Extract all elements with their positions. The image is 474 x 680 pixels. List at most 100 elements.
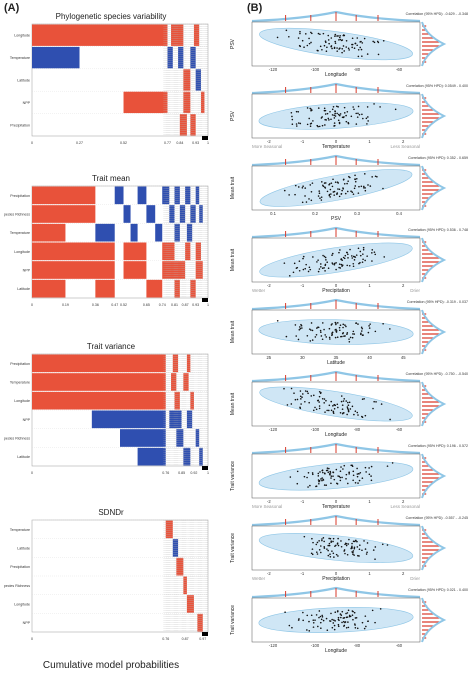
- y-axis-label: Trait variance: [230, 533, 236, 563]
- data-point: [356, 411, 359, 414]
- data-point: [310, 122, 313, 125]
- axis-tick: 0.74: [159, 303, 166, 307]
- data-point: [356, 467, 358, 470]
- data-point: [306, 107, 309, 109]
- data-point: [350, 255, 353, 257]
- data-point: [346, 264, 349, 267]
- data-point: [329, 110, 331, 113]
- data-point: [335, 553, 338, 556]
- panel-a-label: (A): [4, 2, 20, 14]
- data-point: [334, 110, 336, 112]
- data-point: [323, 547, 326, 549]
- data-point: [347, 122, 350, 125]
- data-point: [324, 334, 326, 336]
- data-point: [300, 398, 302, 400]
- data-point: [299, 32, 301, 35]
- data-point: [312, 120, 314, 122]
- data-point: [342, 400, 345, 402]
- heatmap-cell: [167, 46, 173, 69]
- data-point: [380, 403, 383, 405]
- data-point: [339, 613, 342, 615]
- data-point: [326, 469, 329, 472]
- data-point: [343, 106, 346, 109]
- data-point: [353, 108, 355, 111]
- data-point: [328, 336, 331, 339]
- axis-tick: 0: [335, 571, 338, 576]
- heatmap-cell: [197, 613, 203, 632]
- data-point: [297, 122, 300, 124]
- data-point: [351, 37, 354, 40]
- data-point: [315, 485, 317, 488]
- data-point: [295, 335, 298, 337]
- data-point: [299, 122, 302, 125]
- data-point: [334, 33, 337, 36]
- data-point: [361, 621, 364, 624]
- data-point: [348, 175, 350, 178]
- data-point: [309, 484, 311, 487]
- data-point: [334, 40, 337, 43]
- data-point: [331, 185, 334, 188]
- correlation-label: Correlation (95% HPD): 0.352 - 0.659: [408, 156, 468, 160]
- data-point: [368, 467, 370, 469]
- data-point: [359, 261, 361, 264]
- heatmap-cell: [162, 242, 175, 261]
- data-point: [310, 191, 313, 193]
- data-point: [301, 327, 303, 329]
- heatmap-cell: [176, 557, 184, 576]
- data-point: [283, 387, 285, 390]
- data-point: [342, 617, 345, 619]
- data-point: [341, 408, 344, 410]
- data-point: [291, 626, 293, 629]
- data-point: [342, 178, 345, 181]
- axis-tick: 0: [335, 283, 338, 288]
- data-point: [375, 401, 377, 403]
- heatmap-cell: [32, 261, 115, 279]
- hpd-ellipse: [258, 607, 414, 633]
- data-point: [336, 543, 339, 545]
- data-point: [335, 262, 337, 264]
- data-point: [374, 330, 377, 333]
- data-point: [340, 263, 343, 266]
- data-point: [379, 608, 382, 610]
- heatmap-cell: [32, 24, 168, 46]
- axis-tick: 1: [207, 303, 209, 307]
- data-point: [348, 473, 350, 475]
- data-point: [334, 620, 336, 622]
- data-point: [328, 542, 331, 545]
- data-point: [323, 328, 325, 331]
- data-point: [314, 406, 316, 409]
- data-point: [339, 479, 342, 482]
- data-point: [328, 119, 330, 121]
- data-point: [354, 256, 357, 258]
- data-point: [364, 466, 367, 469]
- data-point: [344, 552, 346, 555]
- data-point: [318, 268, 321, 270]
- data-point: [356, 44, 358, 47]
- data-point: [333, 628, 336, 631]
- data-point: [352, 610, 354, 613]
- data-point: [319, 197, 321, 199]
- axis-tick: 0: [335, 139, 338, 144]
- data-point: [361, 549, 363, 552]
- panel-b-label: (B): [247, 2, 263, 14]
- correlation-label: Correlation (95% HPD): -0.629 - -0.348: [406, 12, 468, 16]
- data-point: [320, 478, 322, 480]
- data-point: [342, 256, 345, 259]
- data-point: [344, 621, 346, 624]
- data-point: [319, 551, 322, 554]
- data-point: [324, 472, 326, 475]
- data-point: [317, 326, 320, 329]
- heatmap-sdndr: SDNDr Temperature Latitude Precipitation Spe…: [4, 506, 218, 646]
- data-point: [301, 396, 303, 399]
- data-point: [310, 41, 312, 44]
- right-note: Less Seasonal: [390, 144, 420, 149]
- row-label: Latitude: [17, 79, 30, 83]
- row-label: NPP: [23, 621, 31, 625]
- data-point: [323, 402, 325, 404]
- data-point: [310, 329, 312, 331]
- data-point: [322, 254, 324, 257]
- data-point: [298, 44, 301, 47]
- data-point: [367, 331, 370, 334]
- data-point: [321, 538, 323, 540]
- data-point: [295, 125, 298, 127]
